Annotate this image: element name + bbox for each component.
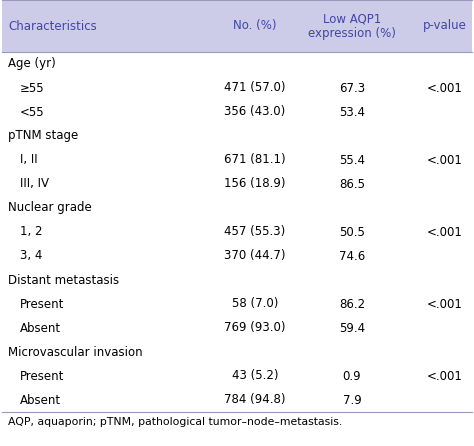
Text: ≥55: ≥55 [20,82,45,95]
Text: Present: Present [20,369,64,383]
Text: AQP, aquaporin; pTNM, pathological tumor–node–metastasis.: AQP, aquaporin; pTNM, pathological tumor… [8,417,342,427]
Text: 59.4: 59.4 [339,322,365,334]
Text: 471 (57.0): 471 (57.0) [224,82,286,95]
Text: Absent: Absent [20,322,61,334]
Text: 67.3: 67.3 [339,82,365,95]
Text: 3, 4: 3, 4 [20,249,42,263]
Text: 50.5: 50.5 [339,226,365,239]
Text: Absent: Absent [20,393,61,406]
Text: Low AQP1
expression (%): Low AQP1 expression (%) [308,12,396,40]
Text: 58 (7.0): 58 (7.0) [232,297,278,310]
Text: <.001: <.001 [427,297,463,310]
Text: Characteristics: Characteristics [8,20,97,33]
Text: III, IV: III, IV [20,178,49,190]
Text: 86.5: 86.5 [339,178,365,190]
Text: 0.9: 0.9 [343,369,361,383]
Text: 356 (43.0): 356 (43.0) [224,106,286,119]
Text: 74.6: 74.6 [339,249,365,263]
Text: 86.2: 86.2 [339,297,365,310]
Text: 55.4: 55.4 [339,153,365,166]
Text: Distant metastasis: Distant metastasis [8,273,119,286]
Text: 7.9: 7.9 [343,393,361,406]
Text: <.001: <.001 [427,369,463,383]
Text: p-value: p-value [423,20,467,33]
Text: I, II: I, II [20,153,37,166]
Text: pTNM stage: pTNM stage [8,129,78,143]
Text: Microvascular invasion: Microvascular invasion [8,346,143,359]
Text: 53.4: 53.4 [339,106,365,119]
Text: Nuclear grade: Nuclear grade [8,202,92,215]
Text: 784 (94.8): 784 (94.8) [224,393,286,406]
Text: 769 (93.0): 769 (93.0) [224,322,286,334]
Text: <.001: <.001 [427,226,463,239]
Text: <55: <55 [20,106,45,119]
Text: <.001: <.001 [427,82,463,95]
Text: No. (%): No. (%) [233,20,277,33]
Text: 156 (18.9): 156 (18.9) [224,178,286,190]
Text: 43 (5.2): 43 (5.2) [232,369,278,383]
Text: Present: Present [20,297,64,310]
Text: <.001: <.001 [427,153,463,166]
Text: Age (yr): Age (yr) [8,58,56,70]
Text: 671 (81.1): 671 (81.1) [224,153,286,166]
Text: 457 (55.3): 457 (55.3) [224,226,286,239]
Bar [2,0,472,52]
Text: 370 (44.7): 370 (44.7) [224,249,286,263]
Text: 1, 2: 1, 2 [20,226,43,239]
